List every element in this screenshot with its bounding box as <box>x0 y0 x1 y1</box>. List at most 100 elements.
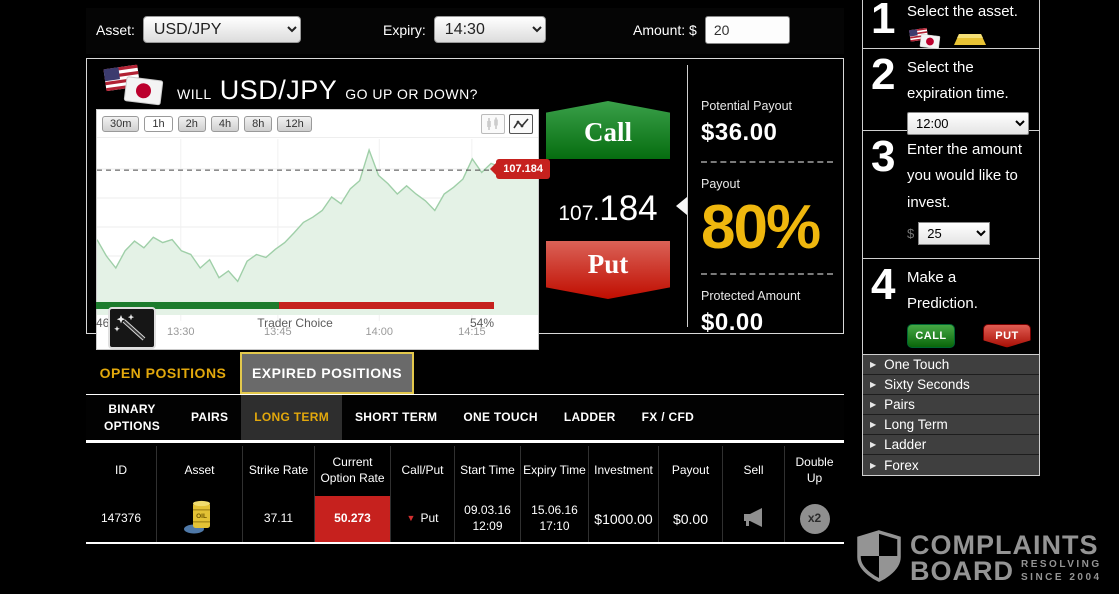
call-button[interactable]: Call <box>546 101 670 159</box>
arrow-right-icon: ▶ <box>870 460 877 470</box>
subtab-one-touch[interactable]: ONE TOUCH <box>463 410 538 425</box>
tab-expired-positions[interactable]: EXPIRED POSITIONS <box>240 352 414 394</box>
arrow-right-icon: ▶ <box>870 360 877 369</box>
step-make-prediction: 4 Make a Prediction. CALL PUT <box>863 259 1039 355</box>
usdjpy-flags-icon <box>101 63 167 114</box>
logo-sub-resolving: RESOLVING <box>1021 559 1102 571</box>
step-select-expiration: 2 Select the expiration time. 12:00 <box>863 49 1039 135</box>
cell-start-time: 09.03.16 12:09 <box>454 496 520 542</box>
step-2-number: 2 <box>871 50 896 99</box>
subtab-long-term[interactable]: LONG TERM <box>241 395 342 440</box>
double-up-icon[interactable]: x2 <box>799 504 830 534</box>
candlestick-chart-icon[interactable] <box>481 113 505 134</box>
payout-label: Payout <box>701 177 740 191</box>
menu-item-forex[interactable]: ▶ Forex <box>863 455 1039 475</box>
prediction-buttons: CALL PUT <box>907 323 1031 348</box>
expiry-label: Expiry: <box>383 21 426 38</box>
step-4-number: 4 <box>871 260 896 309</box>
megaphone-icon[interactable] <box>742 506 766 533</box>
trader-choice-labels: 46% Trader Choice 54% <box>96 316 494 330</box>
trade-panel: WILL USD/JPY GO UP OR DOWN? 30m 1h 2h 4h… <box>86 58 844 350</box>
shield-icon <box>856 530 902 587</box>
col-header-id: ID <box>115 463 127 478</box>
cell-strike-rate: 37.11 <box>242 496 314 542</box>
mini-call-button[interactable]: CALL <box>907 323 955 348</box>
expiration-time-select[interactable]: 12:00 <box>907 111 1029 135</box>
step-3-number: 3 <box>871 132 896 181</box>
expiry-date: 15.06.16 <box>531 503 578 518</box>
how-to-steps: 1 Select the asset. <box>862 0 1040 356</box>
arrow-right-icon: ▶ <box>870 440 877 449</box>
col-header-expiry-time: Expiry Time <box>520 446 588 496</box>
price-chart: 30m 1h 2h 4h 8h 12h <box>96 109 550 350</box>
col-header-current-option-rate: Current Option Rate <box>314 446 390 496</box>
subtab-fx-cfd[interactable]: FX / CFD <box>641 410 695 425</box>
chart-toolbar: 30m 1h 2h 4h 8h 12h <box>97 110 538 138</box>
arrow-right-icon: ▶ <box>870 420 877 429</box>
timeframe-8h-button[interactable]: 8h <box>244 115 273 132</box>
cell-asset: OIL <box>156 496 242 542</box>
menu-item-pairs[interactable]: ▶ Pairs <box>863 395 1039 415</box>
trader-choice-bar <box>96 302 494 309</box>
asset-select[interactable]: USD/JPY <box>142 16 301 43</box>
potential-payout-label: Potential Payout <box>701 99 793 113</box>
timeframe-2h-button[interactable]: 2h <box>177 115 206 132</box>
step-select-asset: 1 Select the asset. <box>863 0 1039 50</box>
svg-text:13:30: 13:30 <box>167 326 195 338</box>
timeframe-30m-button[interactable]: 30m <box>102 115 140 132</box>
subtab-binary-options[interactable]: BINARY OPTIONS <box>103 402 161 433</box>
col-header-start-time: Start Time <box>454 446 520 496</box>
cell-double-up[interactable]: x2 <box>784 496 844 542</box>
subtab-ladder[interactable]: LADDER <box>563 410 616 425</box>
subtab-short-term[interactable]: SHORT TERM <box>355 410 438 425</box>
expiry-select[interactable]: 14:30 <box>433 16 546 43</box>
put-button[interactable]: Put <box>546 241 670 299</box>
asset-group: Asset: USD/JPY <box>96 16 301 43</box>
mini-put-button[interactable]: PUT <box>983 323 1031 348</box>
timeframe-1h-button[interactable]: 1h <box>144 115 173 132</box>
invest-amount-select[interactable]: 25 <box>918 221 991 245</box>
positions-tabs: OPEN POSITIONS EXPIRED POSITIONS <box>86 352 844 395</box>
logo-sub-since: SINCE 2004 <box>1021 571 1102 583</box>
auto-trade-wand-icon[interactable] <box>108 307 156 349</box>
logo-text-board: BOARD <box>910 555 1014 586</box>
cell-sell[interactable] <box>722 496 784 542</box>
col-header-call-put: Call/Put <box>390 446 454 496</box>
line-chart-icon[interactable] <box>509 113 533 134</box>
chart-plot: 13:30 13:45 14:00 14:15 <box>97 139 538 338</box>
amount-input[interactable] <box>704 16 790 44</box>
timeframe-4h-button[interactable]: 4h <box>210 115 240 132</box>
svg-text:14:15: 14:15 <box>458 326 486 338</box>
trader-choice-call-segment <box>96 302 280 309</box>
trade-question: WILL USD/JPY GO UP OR DOWN? <box>177 75 478 106</box>
price-pointer-arrow-icon <box>676 197 687 215</box>
usdjpy-flags-small-icon <box>907 27 943 56</box>
timeframe-12h-button[interactable]: 12h <box>277 115 312 132</box>
asset-label: Asset: <box>96 21 135 38</box>
step-1-text: Select the asset. <box>907 3 1018 20</box>
direction-label: Put <box>420 511 439 526</box>
divider <box>701 161 833 163</box>
trader-choice-label: Trader Choice <box>257 316 333 330</box>
step-4-text: Make a Prediction. <box>907 269 978 313</box>
start-date: 09.03.16 <box>464 503 511 518</box>
step-1-number: 1 <box>871 0 896 43</box>
menu-item-ladder[interactable]: ▶ Ladder <box>863 435 1039 455</box>
question-prefix: WILL <box>177 86 212 102</box>
expiry-group: Expiry: 14:30 <box>383 16 546 43</box>
currency-symbol: $ <box>907 225 915 241</box>
col-header-double-up: Double Up <box>784 446 844 496</box>
menu-item-long-term[interactable]: ▶ Long Term <box>863 415 1039 435</box>
menu-item-one-touch[interactable]: ▶ One Touch <box>863 355 1039 375</box>
svg-text:14:00: 14:00 <box>365 326 393 338</box>
cell-payout: $0.00 <box>658 496 722 542</box>
subtab-pairs[interactable]: PAIRS <box>191 410 229 425</box>
cell-id: 147376 <box>100 511 142 526</box>
tab-open-positions[interactable]: OPEN POSITIONS <box>86 352 240 394</box>
table-row: 147376 OIL 37.11 50.273 ▼ Put <box>86 496 844 542</box>
arrow-right-icon: ▶ <box>870 380 877 389</box>
divider <box>701 273 833 275</box>
current-price-tag: 107.184 <box>490 159 550 180</box>
amount-label: Amount: $ <box>633 22 697 38</box>
menu-item-sixty-seconds[interactable]: ▶ Sixty Seconds <box>863 375 1039 395</box>
